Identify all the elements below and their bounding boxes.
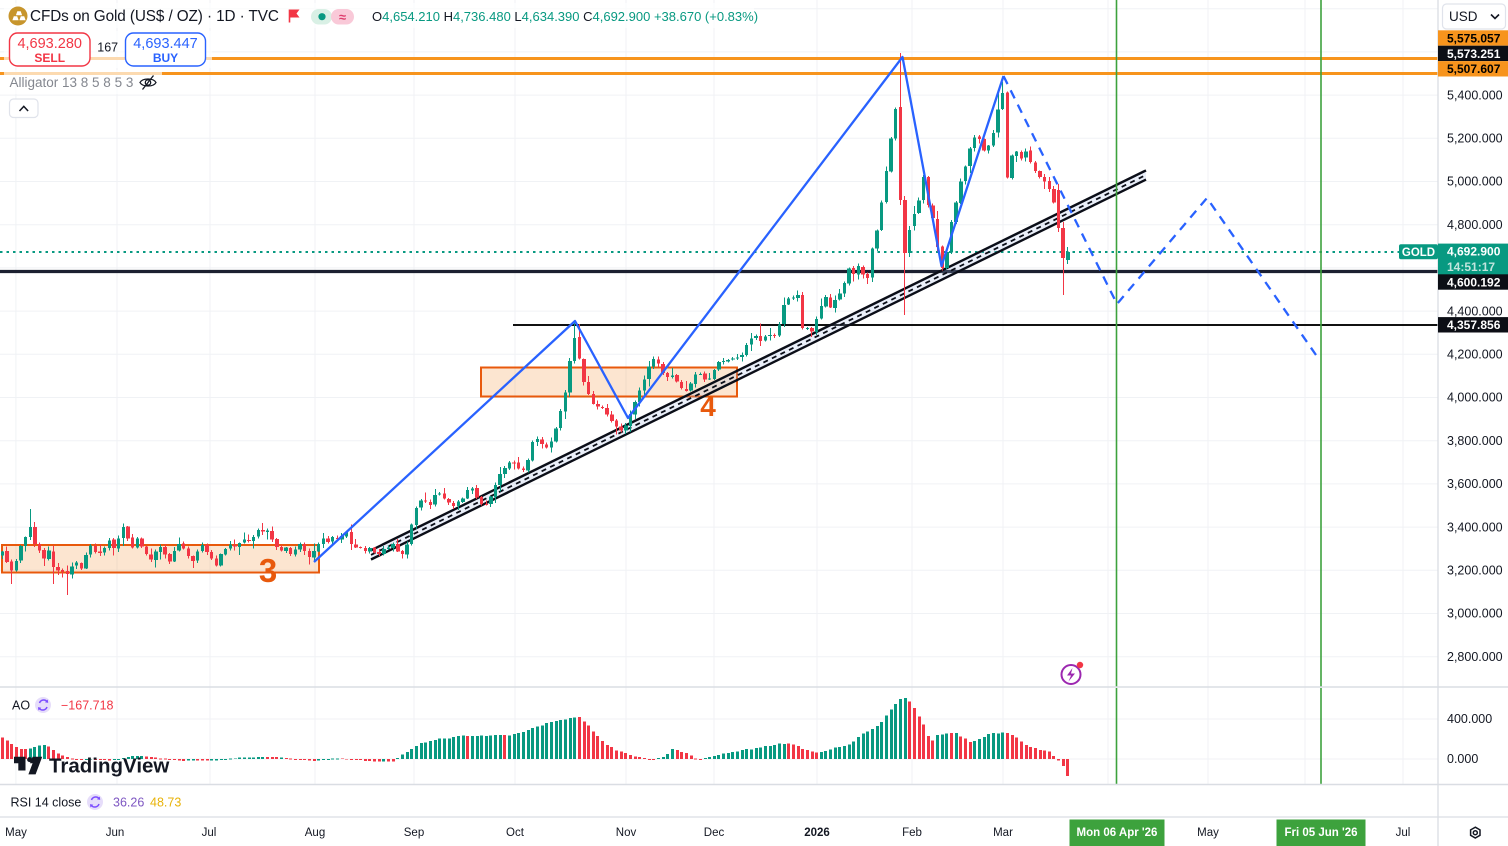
svg-text:Feb: Feb bbox=[902, 827, 922, 839]
svg-text:4,357.856: 4,357.856 bbox=[1447, 318, 1501, 332]
svg-text:4,200.000: 4,200.000 bbox=[1447, 348, 1503, 362]
svg-text:4: 4 bbox=[700, 391, 716, 422]
svg-text:36.26: 36.26 bbox=[113, 796, 144, 810]
svg-text:BUY: BUY bbox=[153, 51, 178, 65]
svg-text:167: 167 bbox=[97, 41, 118, 55]
svg-text:4,692.900: 4,692.900 bbox=[1447, 245, 1501, 259]
svg-text:Alligator 13 8 5 8 5 3: Alligator 13 8 5 8 5 3 bbox=[10, 75, 134, 90]
svg-text:0.000: 0.000 bbox=[1447, 752, 1478, 766]
svg-text:Fri 05 Jun '26: Fri 05 Jun '26 bbox=[1284, 827, 1357, 839]
svg-text:5,000.000: 5,000.000 bbox=[1447, 175, 1503, 189]
svg-text:3: 3 bbox=[259, 552, 277, 589]
svg-text:RSI 14 close: RSI 14 close bbox=[11, 796, 82, 810]
svg-text:3,000.000: 3,000.000 bbox=[1447, 607, 1503, 621]
svg-text:4,800.000: 4,800.000 bbox=[1447, 218, 1503, 232]
svg-text:O4,654.210 H4,736.480 L4,634.3: O4,654.210 H4,736.480 L4,634.390 C4,692.… bbox=[372, 9, 758, 24]
svg-text:CFDs on Gold (US$ / OZ) · 1D ·: CFDs on Gold (US$ / OZ) · 1D · TVC bbox=[30, 8, 279, 25]
svg-text:Jun: Jun bbox=[106, 827, 125, 839]
svg-text:5,575.057: 5,575.057 bbox=[1447, 31, 1501, 45]
svg-text:400.000: 400.000 bbox=[1447, 712, 1492, 726]
svg-text:GOLD: GOLD bbox=[1402, 247, 1435, 259]
svg-text:2,800.000: 2,800.000 bbox=[1447, 650, 1503, 664]
svg-text:Oct: Oct bbox=[506, 827, 525, 839]
svg-text:SELL: SELL bbox=[34, 51, 65, 65]
svg-text:Dec: Dec bbox=[704, 827, 725, 839]
svg-text:5,400.000: 5,400.000 bbox=[1447, 88, 1503, 102]
svg-text:−167.718: −167.718 bbox=[61, 699, 114, 713]
svg-text:3,800.000: 3,800.000 bbox=[1447, 434, 1503, 448]
svg-text:Jul: Jul bbox=[1396, 827, 1411, 839]
svg-text:May: May bbox=[1197, 827, 1219, 839]
svg-text:4,693.447: 4,693.447 bbox=[133, 36, 198, 52]
svg-text:Nov: Nov bbox=[616, 827, 637, 839]
svg-text:5,573.251: 5,573.251 bbox=[1447, 47, 1501, 61]
svg-text:5,507.607: 5,507.607 bbox=[1447, 62, 1501, 76]
svg-text:3,400.000: 3,400.000 bbox=[1447, 520, 1503, 534]
svg-text:14:51:17: 14:51:17 bbox=[1447, 260, 1495, 274]
svg-text:May: May bbox=[5, 827, 27, 839]
svg-text:2026: 2026 bbox=[804, 827, 830, 839]
svg-text:Sep: Sep bbox=[404, 827, 424, 839]
svg-text:≈: ≈ bbox=[339, 10, 346, 25]
svg-text:AO: AO bbox=[12, 699, 30, 713]
svg-text:Mon 06 Apr '26: Mon 06 Apr '26 bbox=[1077, 827, 1158, 839]
svg-text:48.73: 48.73 bbox=[150, 796, 181, 810]
svg-text:TradingView: TradingView bbox=[49, 755, 169, 778]
svg-text:Mar: Mar bbox=[993, 827, 1013, 839]
svg-text:5,200.000: 5,200.000 bbox=[1447, 132, 1503, 146]
svg-text:3,600.000: 3,600.000 bbox=[1447, 477, 1503, 491]
svg-text:4,400.000: 4,400.000 bbox=[1447, 304, 1503, 318]
svg-text:Jul: Jul bbox=[202, 827, 217, 839]
svg-text:4,600.192: 4,600.192 bbox=[1447, 275, 1501, 289]
svg-text:4,693.280: 4,693.280 bbox=[17, 36, 82, 52]
svg-text:USD: USD bbox=[1449, 9, 1478, 24]
svg-text:3,200.000: 3,200.000 bbox=[1447, 564, 1503, 578]
svg-text:Aug: Aug bbox=[305, 827, 325, 839]
svg-text:4,000.000: 4,000.000 bbox=[1447, 391, 1503, 405]
